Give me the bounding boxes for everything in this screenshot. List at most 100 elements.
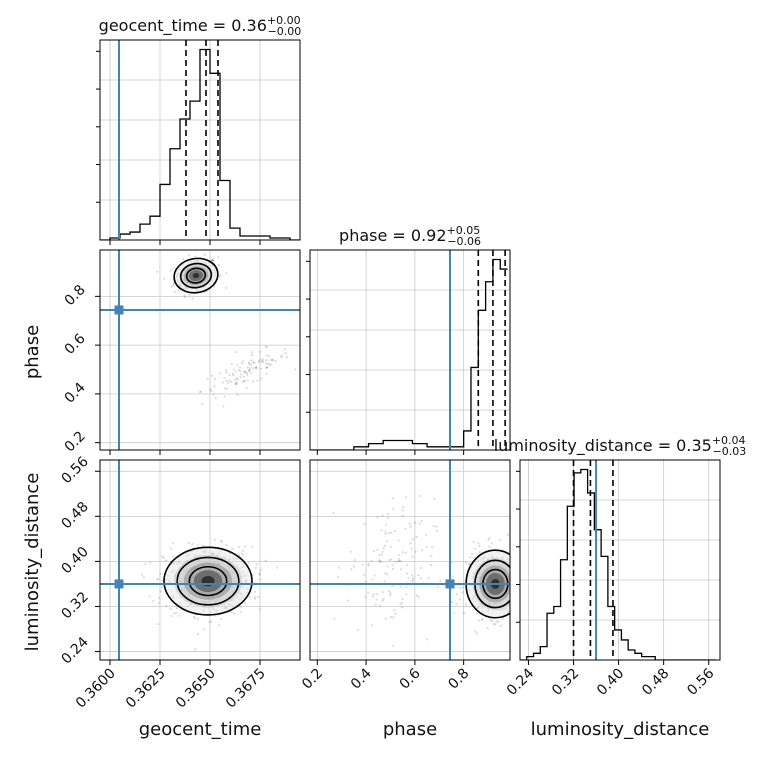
sample-point xyxy=(393,609,396,612)
sample-point xyxy=(399,602,402,606)
sample-point xyxy=(259,377,263,380)
sample-point xyxy=(480,617,484,621)
truth-marker xyxy=(445,579,455,589)
sample-point xyxy=(247,368,250,372)
sample-point xyxy=(407,576,410,579)
sample-point xyxy=(206,377,209,381)
sample-point xyxy=(474,547,477,550)
sample-point xyxy=(210,259,214,262)
sample-point xyxy=(251,545,254,548)
sample-point xyxy=(468,562,471,566)
sample-point xyxy=(246,379,249,382)
sample-point xyxy=(376,548,379,551)
sample-point xyxy=(510,591,512,593)
sample-point xyxy=(386,540,389,543)
sample-point xyxy=(510,625,512,627)
sample-point xyxy=(211,259,214,262)
sample-point xyxy=(170,285,174,288)
x-tick-label: 0.40 xyxy=(594,666,627,699)
sample-point xyxy=(511,558,513,560)
sample-point xyxy=(183,294,186,297)
panel-luminosity-distance-histogram-plot-area xyxy=(520,460,720,660)
sample-point xyxy=(261,360,264,363)
sample-point xyxy=(254,566,257,569)
sample-point xyxy=(388,558,391,562)
panel-geocent-time-histogram xyxy=(96,39,301,245)
sample-point xyxy=(372,550,376,553)
sample-point xyxy=(181,258,185,261)
panel-frame xyxy=(99,39,301,241)
sample-point xyxy=(228,379,231,382)
panel-title-phase: phase = 0.92+0.05 −0.06 xyxy=(339,224,481,248)
sample-point xyxy=(265,372,268,375)
sample-point xyxy=(421,549,424,552)
sample-point xyxy=(232,373,235,377)
sample-point xyxy=(242,370,245,373)
y-tick-label: 0.56 xyxy=(58,454,91,487)
sample-point xyxy=(411,574,414,577)
sample-point xyxy=(140,573,144,576)
sample-point xyxy=(430,554,433,557)
sample-point xyxy=(390,558,393,561)
sample-point xyxy=(212,259,216,262)
y-tick-label: 0.2 xyxy=(62,428,89,455)
sample-point xyxy=(379,560,383,563)
sample-point xyxy=(397,539,400,542)
sample-point xyxy=(435,529,438,532)
sample-point xyxy=(374,603,377,606)
sample-point xyxy=(520,590,522,592)
sample-point xyxy=(265,366,268,369)
y-tick-label: 0.4 xyxy=(62,379,89,406)
sample-point xyxy=(511,569,513,571)
sample-point xyxy=(231,547,234,550)
sample-point xyxy=(171,555,175,558)
panel-title-luminosity-distance: luminosity_distance = 0.35+0.04 −0.03 xyxy=(494,434,747,458)
sample-point xyxy=(236,393,239,396)
sample-point xyxy=(391,567,395,570)
title-upper-error: +0.05 xyxy=(447,224,481,237)
sample-point xyxy=(501,617,505,620)
sample-point xyxy=(511,609,513,611)
sample-point xyxy=(411,578,415,582)
sample-point xyxy=(371,578,374,581)
panel-phase-histogram xyxy=(306,249,511,455)
sample-point xyxy=(222,405,225,408)
sample-point xyxy=(248,361,251,365)
sample-point xyxy=(238,366,242,369)
x-tick-label: 0.6 xyxy=(397,665,424,692)
sample-point xyxy=(152,600,155,603)
sample-point xyxy=(213,538,217,541)
sample-point xyxy=(201,403,204,406)
sample-point xyxy=(233,379,236,382)
histogram-step-luminosity-distance xyxy=(520,468,717,660)
sample-point xyxy=(254,596,257,599)
sample-point xyxy=(244,371,247,374)
sample-point xyxy=(172,282,175,285)
sample-point xyxy=(512,591,514,593)
sample-point xyxy=(387,531,390,535)
sample-point xyxy=(240,552,243,555)
sample-point xyxy=(350,568,353,571)
sample-point xyxy=(378,553,381,556)
sample-point xyxy=(432,525,435,528)
sample-point xyxy=(510,588,512,590)
title-lower-error: −0.03 xyxy=(713,445,747,458)
sample-point xyxy=(252,366,255,370)
sample-point xyxy=(514,579,516,581)
panel-phase-histogram-plot-area xyxy=(310,250,510,450)
sample-point xyxy=(193,617,197,620)
sample-point xyxy=(250,371,253,374)
sample-point xyxy=(187,254,191,257)
sample-point xyxy=(250,359,253,362)
sample-point xyxy=(375,592,378,596)
panel-frame xyxy=(309,249,511,451)
sample-point xyxy=(426,638,429,641)
sample-point xyxy=(363,522,366,526)
sample-point xyxy=(405,586,408,589)
sample-point xyxy=(269,364,272,367)
sample-point xyxy=(237,368,240,372)
sample-point xyxy=(247,362,251,365)
panel-geocent-time-vs-luminosity-distance-plot-area xyxy=(100,460,300,660)
sample-point xyxy=(513,562,515,564)
sample-point xyxy=(417,595,420,599)
